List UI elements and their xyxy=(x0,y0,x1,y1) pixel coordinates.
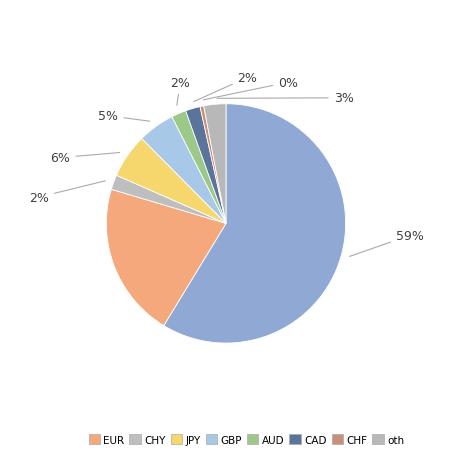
Text: 6%: 6% xyxy=(51,152,120,165)
Wedge shape xyxy=(116,139,226,224)
Wedge shape xyxy=(171,111,226,224)
Wedge shape xyxy=(106,190,226,326)
Wedge shape xyxy=(200,106,226,224)
Wedge shape xyxy=(203,105,226,224)
Wedge shape xyxy=(163,105,345,343)
Text: 5%: 5% xyxy=(98,110,149,123)
Wedge shape xyxy=(185,107,226,224)
Text: 59%: 59% xyxy=(349,230,423,257)
Text: 2%: 2% xyxy=(170,77,190,106)
Wedge shape xyxy=(111,176,226,224)
Text: 3%: 3% xyxy=(216,92,353,105)
Text: 2%: 2% xyxy=(193,72,257,102)
Text: 0%: 0% xyxy=(203,77,298,101)
Legend: EUR, CHY, JPY, GBP, AUD, CAD, CHF, oth: EUR, CHY, JPY, GBP, AUD, CAD, CHF, oth xyxy=(84,430,407,449)
Wedge shape xyxy=(142,117,226,224)
Text: 2%: 2% xyxy=(29,181,105,204)
